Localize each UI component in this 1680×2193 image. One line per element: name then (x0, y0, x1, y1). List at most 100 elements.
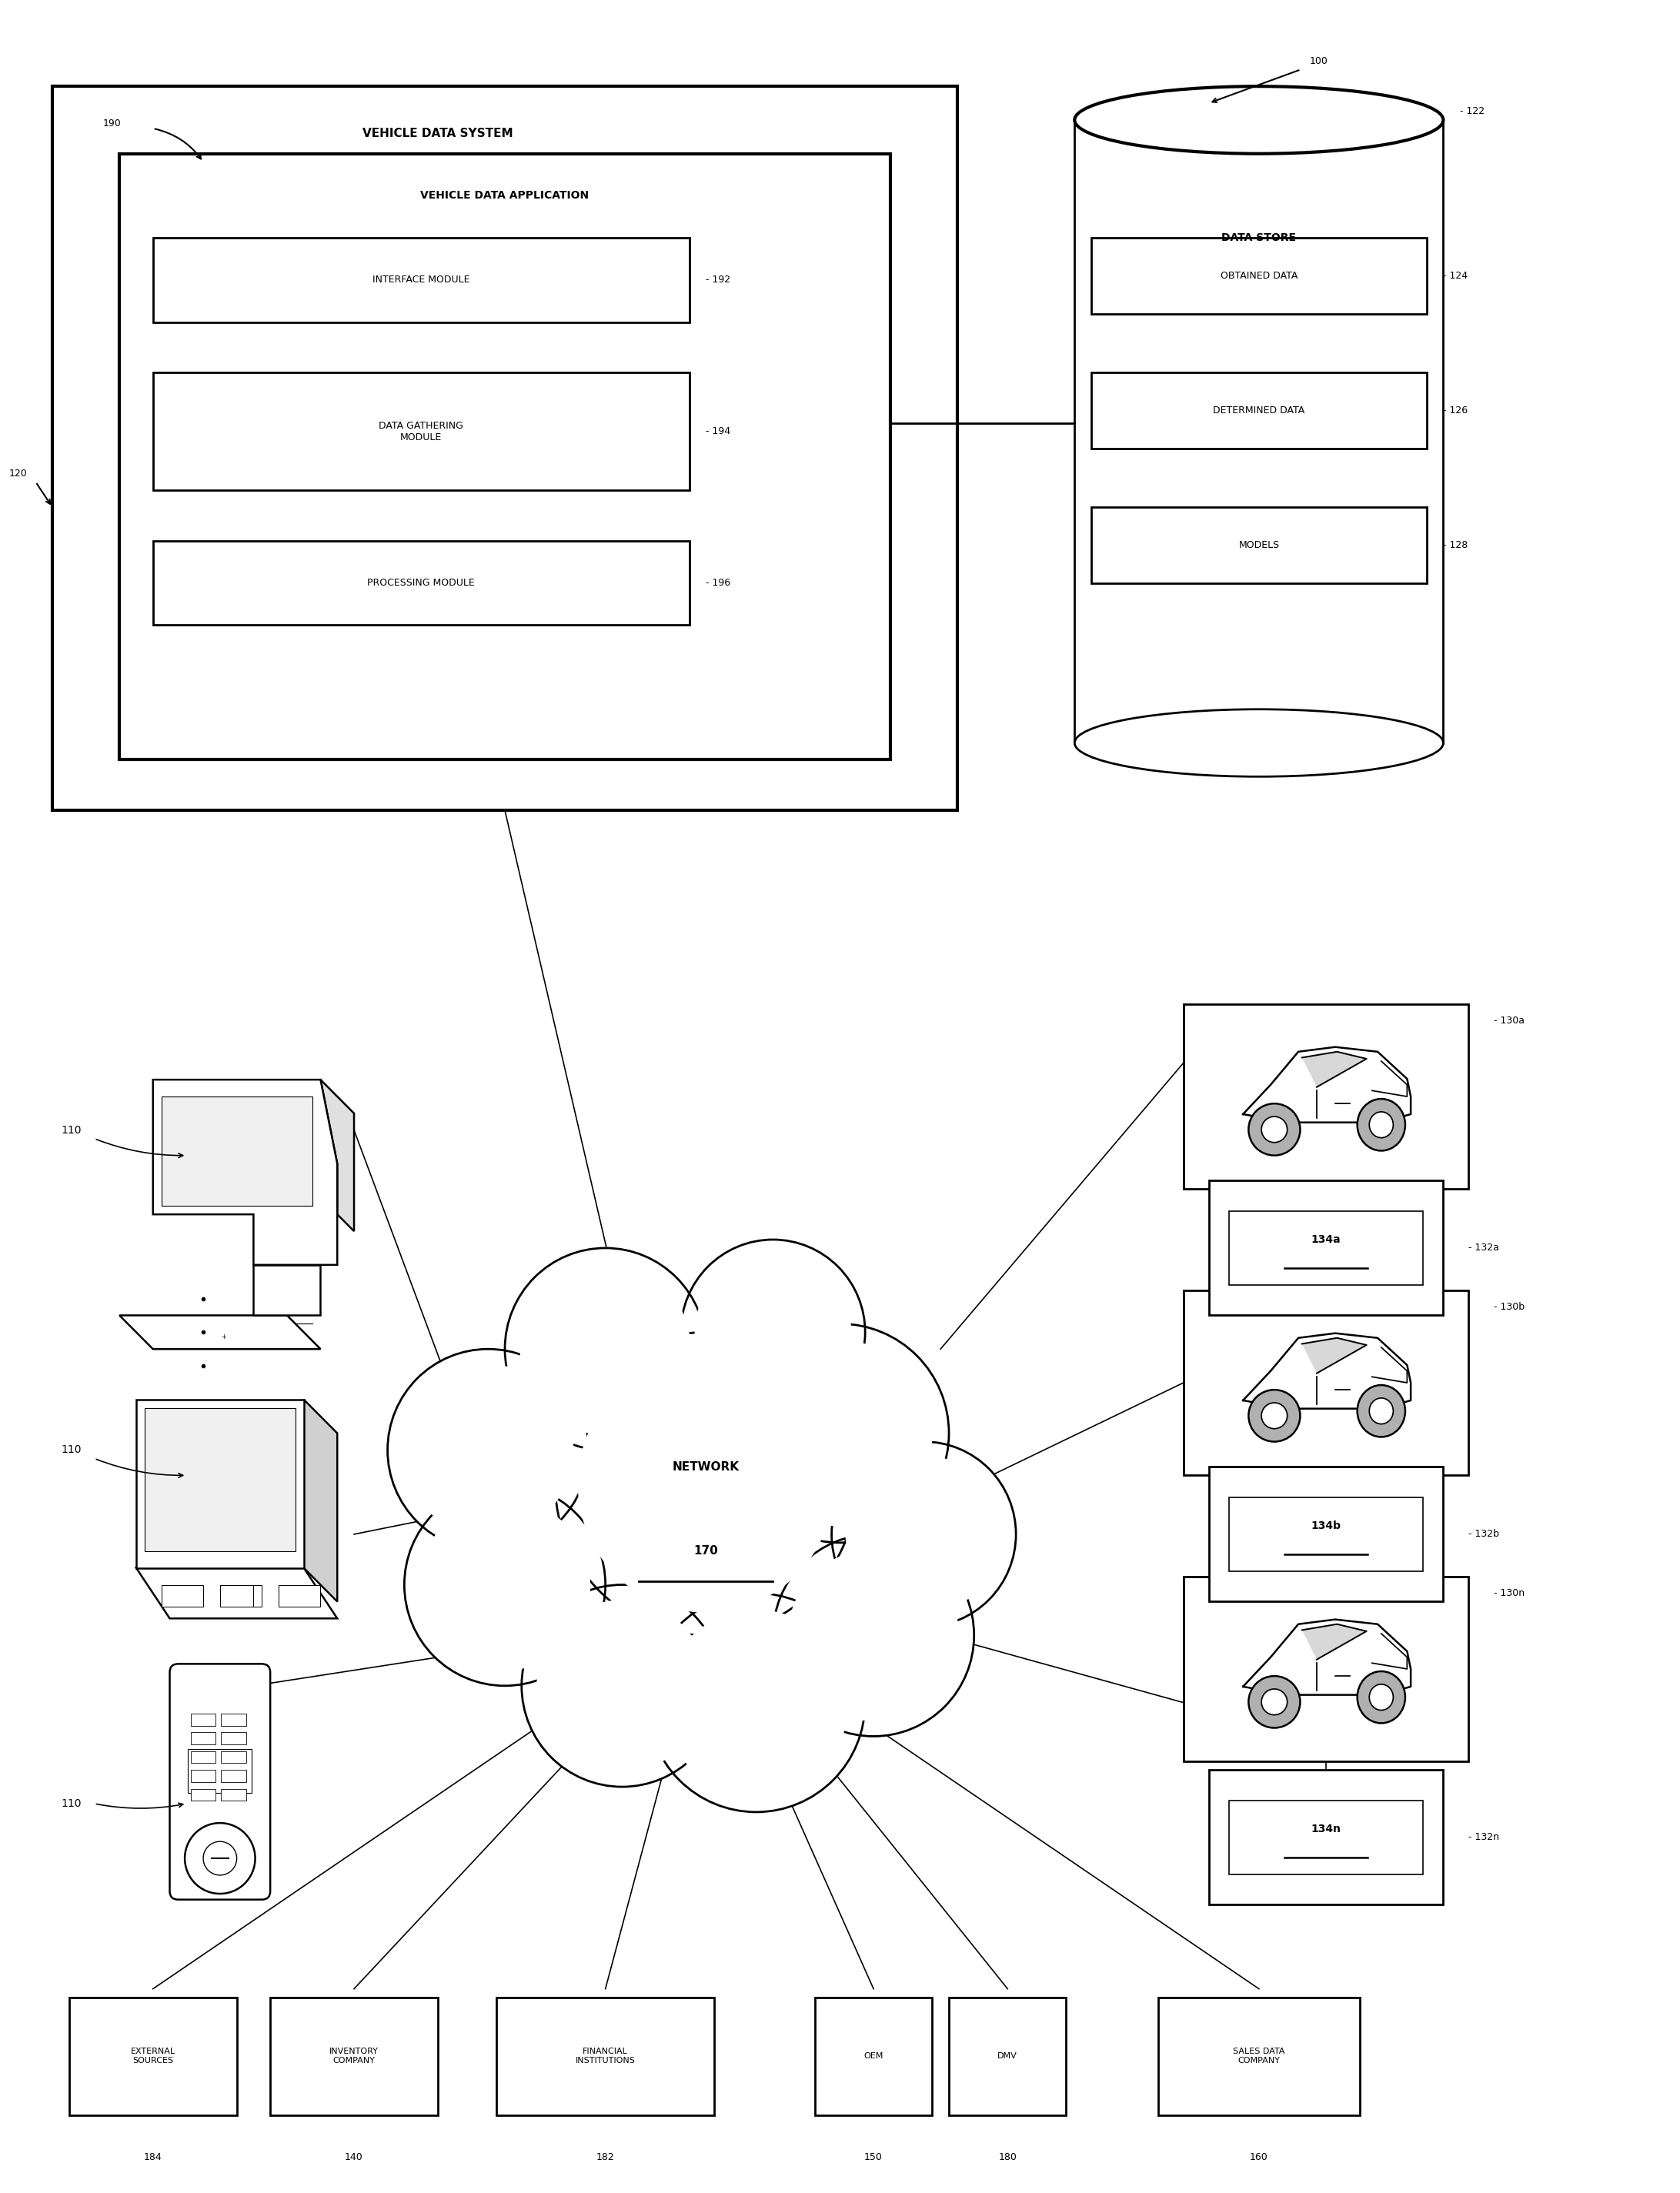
Polygon shape (1302, 1338, 1366, 1373)
Text: DATA STORE: DATA STORE (1221, 232, 1297, 243)
Circle shape (845, 1456, 1003, 1614)
Bar (220, 1750, 245, 1763)
Polygon shape (136, 1399, 304, 1568)
Polygon shape (1243, 1333, 1411, 1408)
Text: PROCESSING MODULE: PROCESSING MODULE (368, 579, 475, 588)
Text: DETERMINED DATA: DETERMINED DATA (1213, 406, 1305, 414)
Bar (161, 1096, 312, 1206)
Bar (949, 1998, 1067, 2114)
Circle shape (664, 1610, 848, 1796)
Bar (220, 1770, 245, 1783)
Bar (1183, 1004, 1468, 1189)
Text: - 128: - 128 (1443, 539, 1468, 550)
Bar (52, 86, 958, 809)
Text: - 132n: - 132n (1468, 1833, 1499, 1842)
Circle shape (506, 1248, 706, 1450)
Bar (1228, 1498, 1423, 1572)
Ellipse shape (1357, 1671, 1404, 1724)
Bar (1208, 1467, 1443, 1601)
Polygon shape (254, 1265, 321, 1316)
Bar (220, 1732, 245, 1743)
Text: INTERFACE MODULE: INTERFACE MODULE (373, 274, 470, 285)
Bar (1183, 1289, 1468, 1476)
Polygon shape (321, 1079, 354, 1230)
Circle shape (578, 1355, 835, 1612)
Bar (815, 1998, 932, 2114)
Ellipse shape (1262, 1689, 1287, 1715)
Ellipse shape (1357, 1386, 1404, 1436)
Text: - 126: - 126 (1443, 406, 1468, 414)
Text: 184: 184 (144, 2151, 161, 2162)
Circle shape (748, 1340, 932, 1526)
Bar (279, 1586, 321, 1607)
Bar (144, 1408, 296, 1550)
Bar (153, 373, 689, 491)
Text: +: + (220, 1333, 227, 1340)
Polygon shape (1302, 1053, 1366, 1088)
Bar (153, 237, 689, 322)
Bar (190, 1750, 215, 1763)
Bar (69, 1998, 237, 2114)
Circle shape (420, 1498, 590, 1671)
Text: - 132b: - 132b (1468, 1529, 1499, 1539)
Text: 150: 150 (864, 2151, 882, 2162)
Text: INVENTORY
COMPANY: INVENTORY COMPANY (329, 2048, 378, 2064)
Bar (220, 1586, 254, 1607)
Text: - 122: - 122 (1460, 107, 1485, 116)
Circle shape (403, 1364, 573, 1535)
Text: SALES DATA
COMPANY: SALES DATA COMPANY (1233, 2048, 1285, 2064)
Circle shape (647, 1592, 865, 1811)
Text: 170: 170 (694, 1546, 717, 1557)
Text: VEHICLE DATA APPLICATION: VEHICLE DATA APPLICATION (420, 191, 590, 202)
Circle shape (694, 1254, 852, 1410)
Ellipse shape (1248, 1390, 1300, 1441)
Text: 134b: 134b (1310, 1520, 1341, 1531)
Polygon shape (153, 1079, 338, 1265)
Text: - 130b: - 130b (1494, 1303, 1524, 1311)
Text: - 130a: - 130a (1494, 1015, 1524, 1026)
Text: - 196: - 196 (706, 579, 731, 588)
Text: 120: 120 (8, 469, 27, 478)
Bar (190, 1732, 215, 1743)
Circle shape (680, 1239, 865, 1425)
Ellipse shape (1369, 1684, 1393, 1711)
Bar (1208, 1770, 1443, 1906)
Bar (220, 1789, 245, 1800)
Circle shape (405, 1485, 605, 1686)
Polygon shape (1243, 1618, 1411, 1695)
Circle shape (832, 1441, 1016, 1627)
Bar (1159, 1998, 1359, 2114)
Bar (1228, 1800, 1423, 1875)
Circle shape (521, 1586, 722, 1787)
Polygon shape (304, 1399, 338, 1601)
Bar (119, 154, 890, 759)
Ellipse shape (1075, 708, 1443, 776)
Bar (190, 1713, 215, 1726)
Circle shape (519, 1263, 690, 1434)
Circle shape (185, 1822, 255, 1895)
Bar (190, 1789, 215, 1800)
Bar (245, 1329, 270, 1347)
Circle shape (731, 1325, 949, 1542)
Text: 134n: 134n (1310, 1825, 1341, 1833)
Text: - 130n: - 130n (1494, 1588, 1524, 1599)
Ellipse shape (1369, 1112, 1393, 1138)
Ellipse shape (1369, 1399, 1393, 1423)
Bar (161, 1586, 203, 1607)
Bar (1092, 373, 1426, 447)
Circle shape (554, 1331, 857, 1636)
Text: OBTAINED DATA: OBTAINED DATA (1220, 270, 1297, 281)
Bar (188, 1748, 252, 1792)
Bar (270, 1998, 438, 2114)
Text: OEM: OEM (864, 2053, 884, 2059)
Text: 180: 180 (998, 2151, 1016, 2162)
Bar (1183, 1577, 1468, 1761)
Polygon shape (1302, 1625, 1366, 1660)
Bar (1228, 1211, 1423, 1285)
Text: DMV: DMV (998, 2053, 1018, 2059)
Text: - 132a: - 132a (1468, 1243, 1499, 1252)
Bar (153, 542, 689, 625)
Text: DATA GATHERING
MODULE: DATA GATHERING MODULE (378, 421, 464, 443)
Circle shape (388, 1349, 588, 1550)
Ellipse shape (1248, 1103, 1300, 1156)
